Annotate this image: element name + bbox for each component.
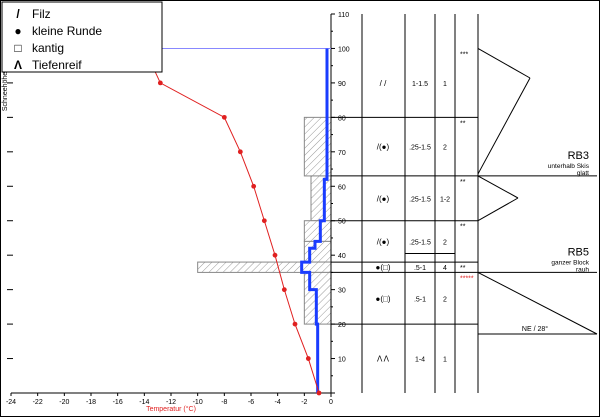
stability-test-note: rauh — [576, 266, 589, 273]
y-tick-label: 60 — [338, 184, 346, 191]
y-tick-label: 100 — [338, 46, 350, 53]
legend-box — [1, 1, 163, 73]
layer-marks: *** — [460, 51, 468, 58]
layer-hardness: 2 — [443, 145, 447, 152]
layer-hardness: 2 — [443, 239, 447, 246]
temperature-point — [157, 80, 163, 86]
legend-symbol: / — [16, 7, 20, 21]
x-tick-label: -8 — [221, 399, 227, 406]
legend-symbol: Λ — [14, 58, 22, 72]
layer-grain-shape: / / — [380, 79, 387, 88]
x-tick-label: -22 — [33, 399, 43, 406]
layer-grain-shape: /(●) — [377, 143, 390, 152]
layer-marks: ** — [460, 224, 466, 231]
stability-test-note: unterhalb Skis — [548, 163, 590, 170]
temperature-point — [272, 252, 278, 258]
stability-test-note: glatt — [577, 170, 589, 177]
legend-symbol: ● — [14, 24, 21, 38]
layer-link-line — [477, 175, 519, 199]
slope-label: NE / 28° — [522, 325, 548, 333]
x-tick-label: -6 — [248, 399, 254, 406]
y-axis-label: Schneehöhe (cm) — [2, 56, 9, 111]
x-tick-label: -20 — [59, 399, 69, 406]
layer-hardness: 1 — [443, 81, 447, 88]
temperature-line — [143, 48, 320, 394]
layer-grain-shape: ●(□) — [376, 263, 391, 272]
x-tick-label: -14 — [139, 399, 149, 406]
hardness-block — [303, 220, 332, 242]
x-axis-label: Temperatur (°C) — [146, 405, 196, 413]
temperature-point — [221, 114, 227, 120]
layer-marks: ** — [460, 265, 466, 272]
layer-marks: ** — [460, 120, 466, 127]
legend-label: kleine Runde — [32, 24, 102, 38]
layer-grain-size: 1-1.5 — [412, 81, 428, 88]
temperature-point — [281, 287, 287, 293]
layer-link-line — [477, 48, 531, 79]
stability-test-note: ganzer Block — [551, 259, 589, 266]
layer-grain-size: .5-1 — [414, 265, 426, 272]
ram-profile-line — [300, 48, 329, 393]
layer-hardness: 2 — [443, 296, 447, 303]
y-tick-label: 70 — [338, 150, 346, 157]
x-tick-label: 0 — [329, 399, 333, 406]
legend-label: Tiefenreif — [32, 58, 82, 72]
y-tick-label: 50 — [338, 219, 346, 226]
temperature-point — [251, 183, 257, 189]
stability-test-label: RB3 — [568, 150, 589, 162]
y-tick-label: 20 — [338, 322, 346, 329]
layer-marks: ** — [460, 179, 466, 186]
legend-label: kantig — [32, 41, 64, 55]
layer-hardness: 1-2 — [440, 196, 450, 203]
y-tick-label: 90 — [338, 81, 346, 88]
layer-grain-shape: /(●) — [377, 237, 390, 246]
y-tick-label: 30 — [338, 288, 346, 295]
hardness-block — [310, 175, 332, 222]
y-tick-label: 80 — [338, 115, 346, 122]
temperature-point — [261, 218, 267, 224]
layer-grain-size: .5-1 — [414, 296, 426, 303]
temperature-point — [292, 321, 298, 327]
y-tick-label: 40 — [338, 253, 346, 260]
hardness-block — [197, 261, 332, 273]
x-tick-label: -10 — [193, 399, 203, 406]
x-tick-label: -18 — [86, 399, 96, 406]
legend-symbol: □ — [14, 41, 21, 55]
layer-hardness: 4 — [443, 265, 447, 272]
layer-marks: ***** — [460, 275, 474, 282]
layer-grain-size: .25-1.5 — [409, 196, 431, 203]
layer-link-line — [477, 197, 519, 222]
layer-grain-shape: Λ Λ — [377, 355, 390, 364]
layer-grain-size: 1-4 — [415, 357, 425, 364]
y-tick-label: 110 — [338, 12, 349, 19]
x-tick-label: -4 — [275, 399, 281, 406]
temperature-point — [305, 356, 311, 361]
x-tick-label: -24 — [6, 399, 16, 406]
y-tick-label: 10 — [338, 357, 346, 364]
temperature-point — [316, 390, 322, 396]
layer-grain-shape: ●(□) — [376, 294, 391, 303]
stability-test-label: RB5 — [568, 246, 589, 258]
x-tick-label: -12 — [166, 399, 176, 406]
layer-link-line — [477, 271, 598, 335]
legend-label: Filz — [32, 7, 51, 21]
layer-grain-shape: /(●) — [377, 194, 390, 203]
temperature-point — [237, 149, 243, 155]
layer-grain-size: .25-1.5 — [409, 239, 431, 246]
layer-link-line — [477, 77, 531, 175]
layer-grain-size: .25-1.5 — [409, 145, 431, 152]
x-tick-label: -16 — [113, 399, 123, 406]
x-tick-label: -2 — [301, 399, 307, 406]
layer-hardness: 1 — [443, 357, 447, 364]
